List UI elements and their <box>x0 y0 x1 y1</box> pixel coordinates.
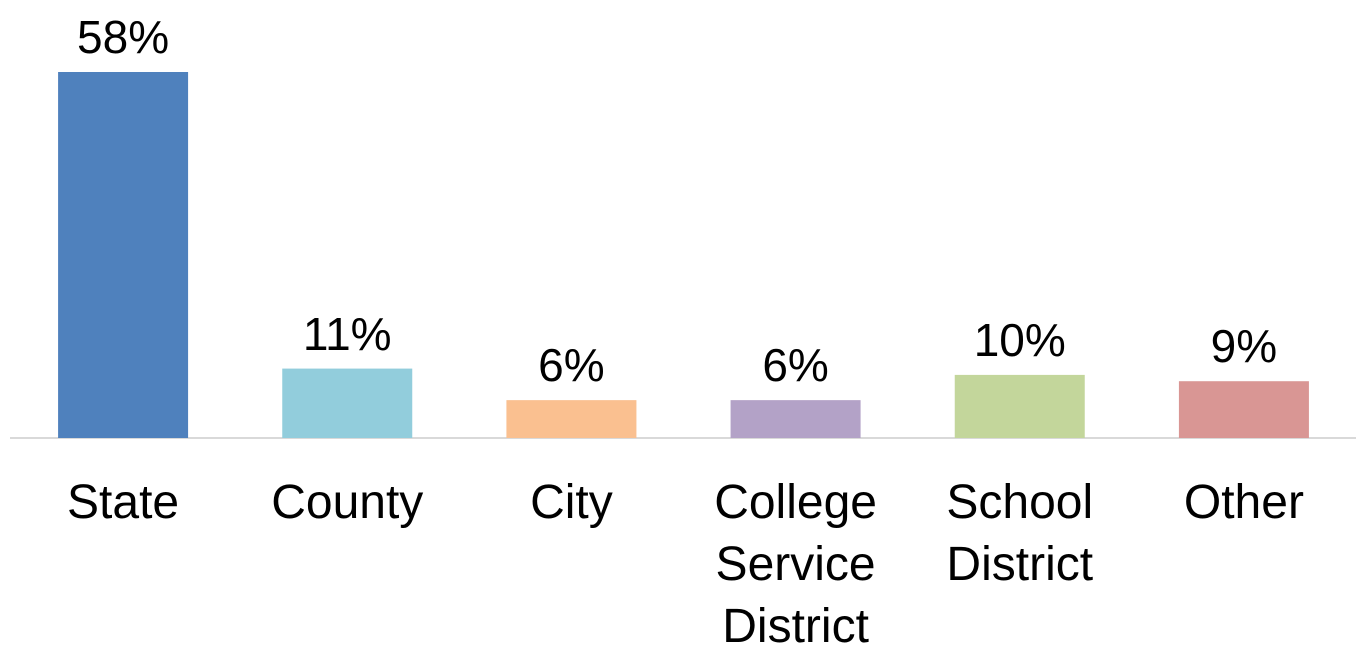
x-tick-label: City <box>530 476 613 529</box>
value-label: 9% <box>1210 320 1278 373</box>
x-tick-label: School District <box>946 476 1094 591</box>
x-tick-label: College Service District <box>714 476 877 646</box>
value-label: 10% <box>973 313 1066 366</box>
value-label: 11% <box>302 307 392 360</box>
bar <box>1178 381 1309 438</box>
bar <box>282 368 413 438</box>
value-label: 58% <box>77 11 170 63</box>
x-tick-label: State <box>67 476 180 529</box>
bar <box>506 400 637 438</box>
bar <box>58 72 189 438</box>
bar <box>954 374 1085 438</box>
x-tick-label: Other <box>1183 476 1304 529</box>
value-label: 6% <box>762 339 829 392</box>
x-tick-label: County <box>271 476 424 529</box>
value-label: 6% <box>538 339 605 392</box>
bar <box>730 400 861 438</box>
